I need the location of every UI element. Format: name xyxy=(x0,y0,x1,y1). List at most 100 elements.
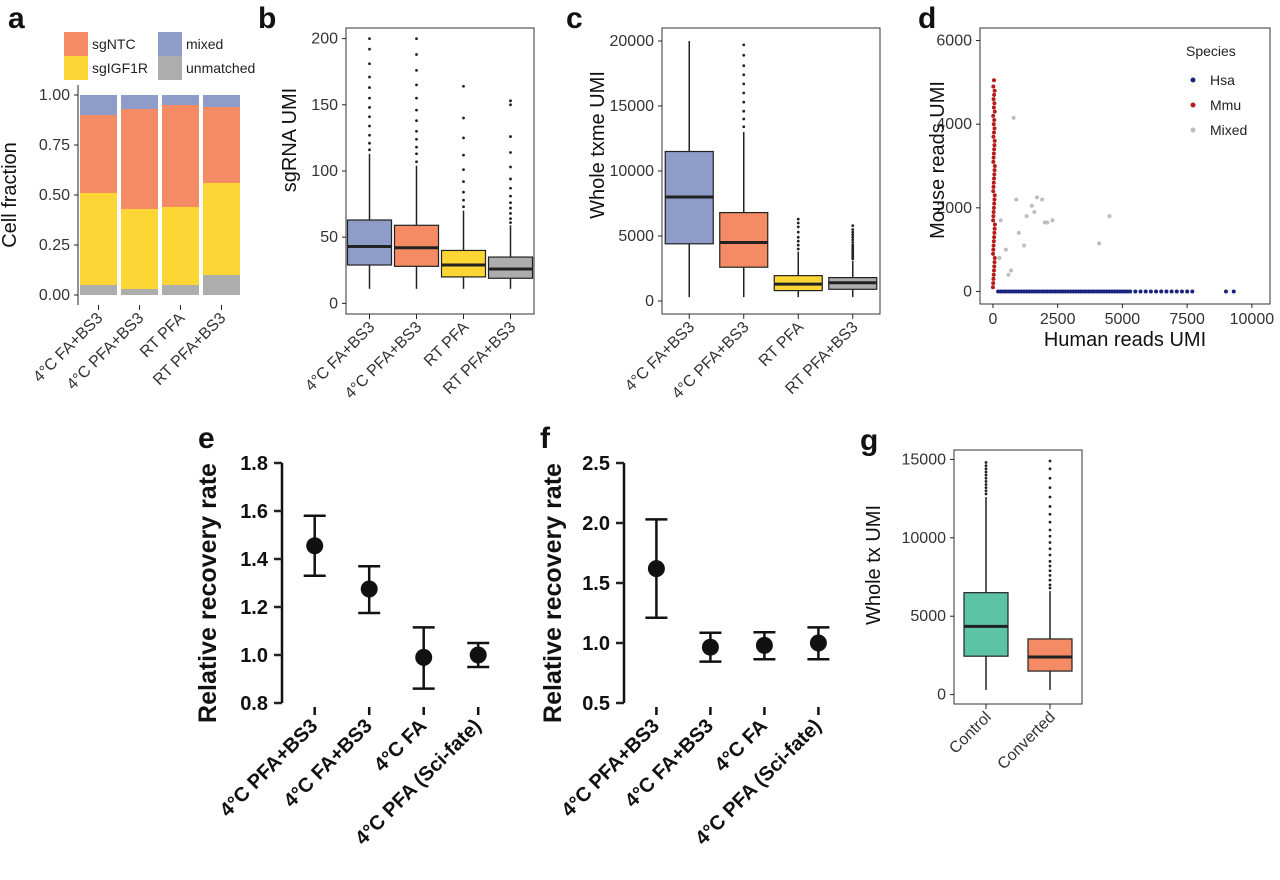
panel-label-c: c xyxy=(566,2,583,35)
box-outlier xyxy=(984,486,988,490)
box-outlier xyxy=(509,186,512,190)
box-outlier xyxy=(415,37,418,40)
box-outlier xyxy=(984,483,988,486)
box-outlier xyxy=(415,160,418,164)
box-outlier xyxy=(742,82,746,86)
box-outlier xyxy=(368,115,371,119)
y-tick-label: 5000 xyxy=(910,608,946,625)
box-outlier xyxy=(984,476,988,480)
bar-segment-sgNTC xyxy=(121,109,158,209)
box-outlier xyxy=(368,133,371,137)
bar-segment-sgIGF1R xyxy=(121,209,158,289)
box-outlier xyxy=(984,473,988,477)
scatter-point-Hsa xyxy=(1190,289,1195,294)
box-outlier xyxy=(796,225,800,229)
scatter-point-Mmu xyxy=(991,159,996,164)
scatter-point-Mmu xyxy=(991,184,996,189)
x-tick-label: RT PFA+BS3 xyxy=(150,310,229,389)
chart-panel-g: Control Converted 0 5000 10000 15000 Whole tx … xyxy=(863,449,1083,773)
panel-label-f: f xyxy=(540,422,551,455)
box-outlier xyxy=(1048,541,1052,544)
mean-point xyxy=(809,634,827,652)
box-outlier xyxy=(1048,564,1052,568)
box-outlier xyxy=(368,75,371,79)
scatter-point-Mmu xyxy=(991,247,996,252)
x-tick-label: Control xyxy=(946,709,994,757)
box-outlier xyxy=(415,53,418,56)
box-iqr xyxy=(393,224,440,267)
scatter-point-Mmu xyxy=(991,97,996,102)
box-outlier xyxy=(984,479,988,483)
box-outlier xyxy=(462,84,465,88)
box-outlier xyxy=(368,148,371,152)
box-outlier xyxy=(742,43,746,47)
box-outlier xyxy=(368,96,371,100)
y-axis-title: Relative recovery rate xyxy=(539,463,567,723)
box-outlier xyxy=(415,137,418,141)
scatter-point-Hsa xyxy=(1223,289,1228,294)
legend-swatch-sgNTC xyxy=(64,32,88,56)
scatter-point-Mixed xyxy=(1016,230,1021,235)
y-tick-label: 1.5 xyxy=(582,573,610,595)
chart-panel-d: 0 2500 5000 7500 10000 0 2000 4000 6000 Human rea… xyxy=(927,27,1274,351)
y-tick-label: 10000 xyxy=(610,163,655,180)
scatter-point-Mmu xyxy=(992,172,997,177)
box-outlier xyxy=(851,228,855,231)
scatter-point-Hsa xyxy=(1169,289,1174,294)
box-outlier xyxy=(462,168,465,172)
box-outlier xyxy=(1048,547,1052,551)
box-outlier xyxy=(509,217,512,221)
y-tick-label: 200 xyxy=(311,31,338,48)
box-outlier xyxy=(368,141,371,145)
y-tick-label: 1.0 xyxy=(240,645,268,667)
panel-label-b: b xyxy=(258,2,276,35)
scatter-point-Hsa xyxy=(1138,289,1143,294)
box-outlier xyxy=(851,257,855,261)
scatter-point-Hsa xyxy=(1231,289,1236,294)
y-tick-label: 1.6 xyxy=(240,501,268,523)
y-tick-label: 0.00 xyxy=(39,287,70,304)
box-outlier xyxy=(851,251,855,255)
y-tick-label: 4000 xyxy=(936,116,972,133)
scatter-point-Mmu xyxy=(991,84,996,89)
box-outlier xyxy=(415,108,418,112)
scatter-point-Mmu xyxy=(991,189,996,194)
box-outlier xyxy=(1048,486,1052,490)
box-outlier xyxy=(1048,520,1052,524)
y-axis-title: Whole tx UMI xyxy=(863,505,885,625)
bar-segment-sgIGF1R xyxy=(203,183,240,275)
box-outlier xyxy=(796,217,800,221)
y-tick-label: 0 xyxy=(329,295,338,312)
y-tick-label: 50 xyxy=(320,229,338,246)
box-outlier xyxy=(1048,495,1052,499)
box-outlier xyxy=(851,253,855,257)
scatter-point-Mmu xyxy=(992,235,997,240)
box-outlier xyxy=(1048,578,1052,582)
scatter-point-Mmu xyxy=(992,168,997,173)
box-outlier xyxy=(509,211,512,215)
box-outlier xyxy=(509,194,512,198)
y-tick-label: 0.75 xyxy=(39,137,70,154)
mean-point xyxy=(360,580,378,598)
y-tick-label: 2.0 xyxy=(582,513,610,535)
box-outlier xyxy=(742,53,746,57)
box-outlier xyxy=(368,62,371,66)
x-tick-label: 4°C PFA+BS3 xyxy=(216,715,322,821)
x-tick-label: 2500 xyxy=(1040,311,1076,328)
scatter-point-Mmu xyxy=(991,105,996,110)
mean-point xyxy=(415,648,433,666)
box-outlier xyxy=(415,68,418,72)
legend-label-sgNTC: sgNTC xyxy=(92,36,136,52)
legend-label-sgIGF1R: sgIGF1R xyxy=(92,60,148,76)
box-outlier xyxy=(984,464,988,468)
box-outlier xyxy=(509,201,512,205)
box-outlier xyxy=(1048,512,1052,516)
x-tick-label: 4°C FA+BS3 xyxy=(30,310,106,386)
box-outlier xyxy=(1048,574,1052,577)
scatter-point-Mixed xyxy=(1011,115,1016,120)
bar-segment-mixed xyxy=(80,95,117,115)
scatter-point-Mixed xyxy=(1006,272,1011,277)
scatter-point-Mmu xyxy=(991,218,996,223)
